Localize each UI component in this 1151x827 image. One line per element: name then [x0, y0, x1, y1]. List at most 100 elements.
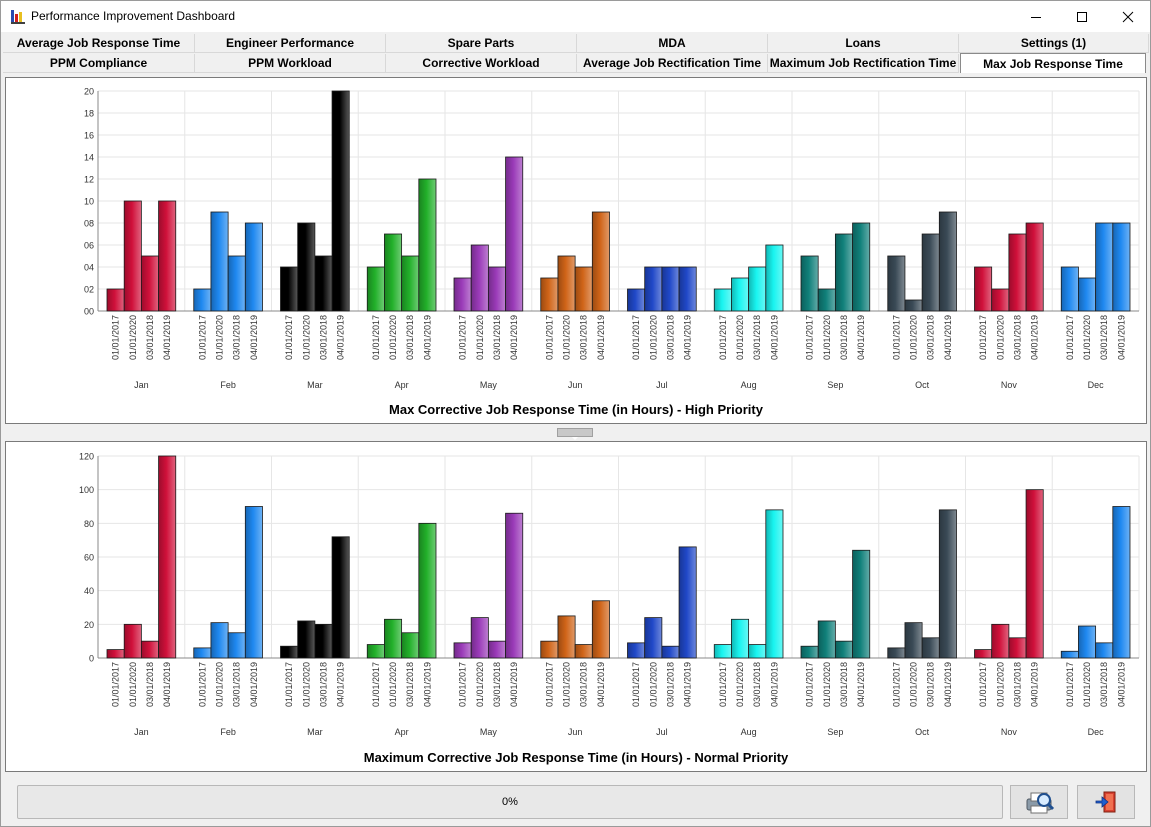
bar-may-1[interactable]: [470, 617, 489, 659]
bar-oct-2[interactable]: [921, 637, 940, 659]
bar-jan-3[interactable]: [158, 455, 177, 659]
minimize-button[interactable]: [1013, 1, 1059, 32]
bar-oct-1[interactable]: [904, 299, 923, 312]
bar-oct-3[interactable]: [938, 211, 957, 312]
splitter-handle[interactable]: [557, 428, 593, 440]
bar-mar-2[interactable]: [314, 623, 333, 659]
bar-aug-3[interactable]: [765, 509, 784, 659]
bar-apr-1[interactable]: [384, 233, 403, 312]
bar-jun-1[interactable]: [557, 255, 576, 312]
bar-aug-1[interactable]: [731, 618, 750, 659]
bar-jun-0[interactable]: [540, 277, 559, 312]
bar-jun-1[interactable]: [557, 615, 576, 659]
bar-oct-1[interactable]: [904, 622, 923, 659]
bar-oct-2[interactable]: [921, 233, 940, 312]
bar-oct-0[interactable]: [887, 255, 906, 312]
bar-nov-1[interactable]: [991, 288, 1010, 312]
tab-average-job-rectification-time[interactable]: Average Job Rectification Time: [577, 54, 768, 73]
bar-may-0[interactable]: [453, 642, 472, 659]
bar-jan-2[interactable]: [140, 640, 159, 659]
bar-mar-3[interactable]: [331, 536, 350, 659]
bar-oct-0[interactable]: [887, 647, 906, 659]
bar-may-2[interactable]: [487, 640, 506, 659]
bar-jan-0[interactable]: [106, 649, 125, 659]
bar-jun-2[interactable]: [574, 644, 593, 659]
maximize-button[interactable]: [1059, 1, 1105, 32]
tab-loans[interactable]: Loans: [768, 34, 959, 53]
print-preview-button[interactable]: [1010, 785, 1068, 819]
bar-nov-2[interactable]: [1008, 637, 1027, 659]
tab-corrective-workload[interactable]: Corrective Workload: [386, 54, 577, 73]
bar-jul-2[interactable]: [661, 266, 680, 312]
bar-aug-2[interactable]: [748, 266, 767, 312]
bar-jul-0[interactable]: [627, 642, 646, 659]
bar-jan-3[interactable]: [158, 200, 177, 312]
bar-nov-2[interactable]: [1008, 233, 1027, 312]
bar-apr-0[interactable]: [366, 644, 385, 659]
tab-maximum-job-rectification-time[interactable]: Maximum Job Rectification Time: [768, 54, 959, 73]
bar-dec-0[interactable]: [1060, 266, 1079, 312]
bar-jun-0[interactable]: [540, 640, 559, 659]
tab-max-job-response-time[interactable]: Max Job Response Time: [960, 53, 1146, 73]
bar-mar-0[interactable]: [280, 645, 299, 659]
bar-jan-0[interactable]: [106, 288, 125, 312]
bar-may-0[interactable]: [453, 277, 472, 312]
bar-jul-1[interactable]: [644, 266, 663, 312]
bar-sep-0[interactable]: [800, 645, 819, 659]
bar-may-3[interactable]: [505, 156, 524, 312]
bar-dec-1[interactable]: [1078, 277, 1097, 312]
bar-jan-1[interactable]: [123, 200, 142, 312]
bar-dec-0[interactable]: [1060, 650, 1079, 659]
bar-nov-0[interactable]: [974, 266, 993, 312]
bar-mar-3[interactable]: [331, 90, 350, 312]
tab-ppm-compliance[interactable]: PPM Compliance: [3, 54, 195, 73]
bar-dec-3[interactable]: [1112, 222, 1131, 312]
bar-feb-3[interactable]: [244, 222, 263, 312]
bar-jul-0[interactable]: [627, 288, 646, 312]
bar-jul-3[interactable]: [678, 266, 697, 312]
bar-aug-0[interactable]: [713, 288, 732, 312]
bar-nov-1[interactable]: [991, 623, 1010, 659]
bar-mar-0[interactable]: [280, 266, 299, 312]
bar-apr-3[interactable]: [418, 178, 437, 312]
bar-nov-0[interactable]: [974, 649, 993, 659]
bar-apr-3[interactable]: [418, 522, 437, 659]
bar-feb-2[interactable]: [227, 632, 246, 659]
bar-sep-3[interactable]: [852, 222, 871, 312]
tab-mda[interactable]: MDA: [577, 34, 768, 53]
bar-may-1[interactable]: [470, 244, 489, 312]
bar-mar-1[interactable]: [297, 222, 316, 312]
bar-jul-2[interactable]: [661, 645, 680, 659]
bar-dec-2[interactable]: [1095, 222, 1114, 312]
bar-may-2[interactable]: [487, 266, 506, 312]
bar-apr-0[interactable]: [366, 266, 385, 312]
tab-average-job-response-time[interactable]: Average Job Response Time: [3, 34, 195, 53]
tab-settings[interactable]: Settings (1): [959, 34, 1149, 53]
bar-mar-1[interactable]: [297, 620, 316, 659]
bar-jun-3[interactable]: [591, 600, 610, 659]
tab-spare-parts[interactable]: Spare Parts: [386, 34, 577, 53]
bar-jun-3[interactable]: [591, 211, 610, 312]
bar-sep-0[interactable]: [800, 255, 819, 312]
bar-apr-2[interactable]: [401, 255, 420, 312]
bar-jun-2[interactable]: [574, 266, 593, 312]
bar-feb-3[interactable]: [244, 506, 263, 659]
close-button[interactable]: [1105, 1, 1151, 32]
exit-button[interactable]: [1077, 785, 1135, 819]
bar-sep-1[interactable]: [817, 620, 836, 659]
bar-nov-3[interactable]: [1025, 222, 1044, 312]
bar-mar-2[interactable]: [314, 255, 333, 312]
bar-sep-2[interactable]: [834, 233, 853, 312]
bar-feb-0[interactable]: [193, 647, 212, 659]
bar-jan-2[interactable]: [140, 255, 159, 312]
bar-aug-3[interactable]: [765, 244, 784, 312]
tab-engineer-performance[interactable]: Engineer Performance: [195, 34, 386, 53]
bar-sep-3[interactable]: [852, 549, 871, 659]
bar-feb-0[interactable]: [193, 288, 212, 312]
bar-jan-1[interactable]: [123, 623, 142, 659]
bar-feb-1[interactable]: [210, 622, 229, 659]
bar-dec-3[interactable]: [1112, 506, 1131, 659]
bar-aug-0[interactable]: [713, 644, 732, 659]
bar-feb-2[interactable]: [227, 255, 246, 312]
bar-jul-3[interactable]: [678, 546, 697, 659]
